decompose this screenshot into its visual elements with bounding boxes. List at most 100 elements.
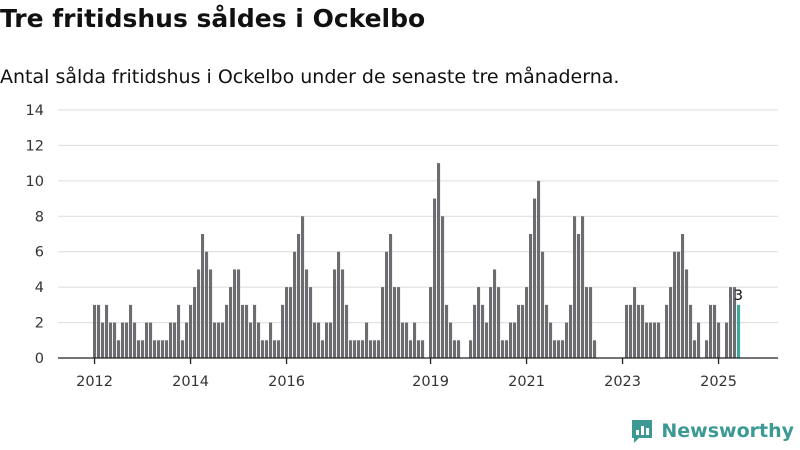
bar: [237, 269, 241, 358]
bar: [533, 198, 537, 358]
bar: [121, 322, 125, 358]
bar: [573, 216, 577, 358]
bar: [369, 340, 373, 358]
bar: [393, 287, 397, 358]
bar: [273, 340, 277, 358]
bar: [321, 340, 325, 358]
bar: [313, 322, 317, 358]
bar: [501, 340, 505, 358]
bar: [197, 269, 201, 358]
y-tick-label: 10: [26, 174, 44, 190]
bar: [293, 251, 297, 358]
bar: [589, 287, 593, 358]
bar: [141, 340, 145, 358]
bar: [145, 322, 149, 358]
bar: [109, 322, 113, 358]
bar: [133, 322, 137, 358]
bar: [449, 322, 453, 358]
bar: [117, 340, 121, 358]
bar: [729, 287, 733, 358]
bar: [485, 322, 489, 358]
bar: [201, 234, 205, 358]
bar: [277, 340, 281, 358]
y-tick-label: 6: [35, 245, 44, 261]
chart-title: Tre fritidshus såldes i Ockelbo: [0, 4, 426, 33]
highlight-value-label: 3: [734, 288, 743, 304]
bar: [229, 287, 233, 358]
bar: [421, 340, 425, 358]
bar: [409, 340, 413, 358]
bar: [513, 322, 517, 358]
chart-subtitle: Antal sålda fritidshus i Ockelbo under d…: [0, 66, 620, 88]
y-tick-label: 12: [26, 138, 44, 154]
bar: [541, 251, 545, 358]
bar: [361, 340, 365, 358]
bar: [429, 287, 433, 358]
bar: [105, 304, 109, 358]
bar: [581, 216, 585, 358]
bar: [673, 251, 677, 358]
bar: [657, 322, 661, 358]
bar: [637, 304, 641, 358]
bar: [97, 304, 101, 358]
x-tick-label: 2019: [412, 374, 449, 390]
x-tick-label: 2012: [76, 374, 113, 390]
bar: [173, 322, 177, 358]
bar: [161, 340, 165, 358]
bar: [469, 340, 473, 358]
x-tick-label: 2014: [172, 374, 209, 390]
bar: [269, 322, 273, 358]
bar: [349, 340, 353, 358]
bar: [413, 322, 417, 358]
y-tick-label: 8: [35, 209, 44, 225]
bar: [345, 304, 349, 358]
bar: [261, 340, 265, 358]
bar: [705, 340, 709, 358]
x-tick-label: 2023: [604, 374, 641, 390]
bar: [549, 322, 553, 358]
bar: [709, 304, 713, 358]
bar: [137, 340, 141, 358]
bar: [169, 322, 173, 358]
bar: [489, 287, 493, 358]
bar: [317, 322, 321, 358]
bar: [373, 340, 377, 358]
brand-logo: Newsworthy: [629, 418, 794, 444]
bar: [537, 180, 541, 358]
bar: [193, 287, 197, 358]
bar: [401, 322, 405, 358]
bar: [365, 322, 369, 358]
bar: [505, 340, 509, 358]
x-tick-label: 2016: [268, 374, 305, 390]
bar: [437, 163, 441, 358]
bar: [397, 287, 401, 358]
y-tick-label: 14: [26, 103, 44, 119]
bar: [689, 304, 693, 358]
bar: [309, 287, 313, 358]
bar: [641, 304, 645, 358]
bar: [633, 287, 637, 358]
bar: [625, 304, 629, 358]
bar: [457, 340, 461, 358]
bar: [645, 322, 649, 358]
bar: [209, 269, 213, 358]
bar: [101, 322, 105, 358]
bar: [577, 234, 581, 358]
bar: [305, 269, 309, 358]
bar: [301, 216, 305, 358]
bar: [281, 304, 285, 358]
bar: [149, 322, 153, 358]
bar: [677, 251, 681, 358]
bar: [337, 251, 341, 358]
y-tick-label: 4: [35, 280, 44, 296]
brand-name: Newsworthy: [661, 420, 794, 442]
bar: [669, 287, 673, 358]
bar: [353, 340, 357, 358]
bar: [561, 340, 565, 358]
bar: [453, 340, 457, 358]
bar: [357, 340, 361, 358]
bar: [341, 269, 345, 358]
bar: [553, 340, 557, 358]
bar: [681, 234, 685, 358]
bar: [417, 340, 421, 358]
